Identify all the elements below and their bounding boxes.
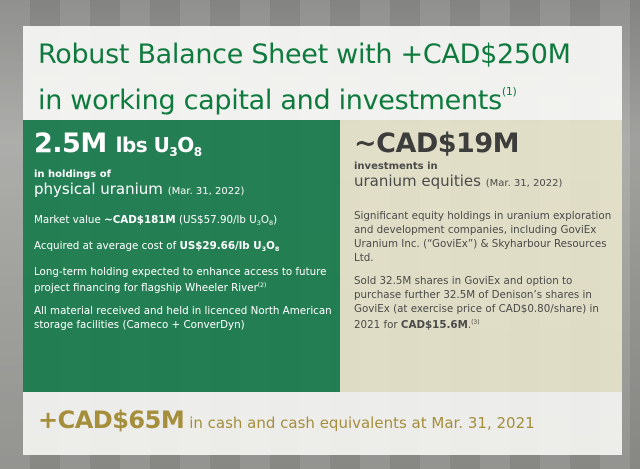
uranium-unit: lbs U3O8	[115, 133, 203, 159]
uranium-caption: in holdings of	[34, 169, 111, 180]
t: )	[273, 214, 278, 226]
footnote-ref: (1)	[501, 85, 517, 98]
subscript: 8	[274, 245, 280, 253]
sale-amount: CAD$15.6M	[400, 319, 468, 331]
title-line-1: Robust Balance Sheet with +CAD$250M	[38, 39, 571, 70]
cash-text: in cash and cash equivalents at Mar. 31,…	[189, 414, 535, 432]
uranium-heading: physical uranium (Mar. 31, 2022)	[34, 180, 340, 201]
footnote-ref: (2)	[257, 282, 267, 289]
uranium-headline: 2.5M lbs U3O8	[34, 128, 340, 168]
title-line-2-text: in working capital and investments	[38, 85, 502, 116]
acquired-cost: Acquired at average cost of US$29.66/lb …	[34, 239, 340, 256]
t: Market value	[34, 214, 105, 226]
subscript: 8	[269, 219, 274, 227]
t: O	[260, 214, 270, 226]
equities-amount: ~CAD$19M	[354, 128, 519, 159]
uranium-amount: 2.5M	[34, 128, 107, 159]
unit-text: lbs U	[115, 133, 170, 157]
goviex-sale: Sold 32.5M shares in GoviEx and option t…	[354, 274, 622, 332]
subscript: 3	[169, 145, 178, 159]
heading-text: uranium equities	[354, 172, 481, 190]
title-panel: Robust Balance Sheet with +CAD$250M in w…	[23, 26, 622, 120]
t: Sold 32.5M shares in GoviEx and option t…	[354, 275, 599, 331]
unit-text: O	[177, 133, 194, 157]
subscript: 8	[193, 145, 202, 159]
equity-holdings: Significant equity holdings in uranium e…	[354, 210, 612, 264]
t: O	[266, 240, 275, 252]
page-title: Robust Balance Sheet with +CAD$250M in w…	[38, 36, 622, 119]
t: (US$57.90/lb U	[175, 214, 257, 226]
heading-text: physical uranium	[34, 180, 163, 198]
footnote-ref: (3)	[471, 319, 480, 326]
title-line-2: in working capital and investments(1)	[38, 73, 622, 119]
heading-date: (Mar. 31, 2022)	[485, 178, 563, 189]
market-value: Market value ~CAD$181M (US$57.90/lb U3O8…	[34, 213, 340, 230]
t: .	[467, 319, 472, 331]
subscript: 3	[261, 245, 267, 253]
cash-amount: +CAD$65M	[38, 406, 185, 434]
t: Long-term holding expected to enhance ac…	[34, 266, 327, 294]
market-value-amount: ~CAD$181M	[104, 214, 176, 226]
long-term-holding: Long-term holding expected to enhance ac…	[34, 265, 340, 295]
heading-date: (Mar. 31, 2022)	[167, 186, 245, 197]
equities-heading: uranium equities (Mar. 31, 2022)	[354, 172, 622, 193]
cash-panel: +CAD$65M in cash and cash equivalents at …	[23, 392, 622, 455]
uranium-equities-panel: ~CAD$19M investments in uranium equities…	[340, 120, 622, 392]
storage-facilities: All material received and held in licenc…	[34, 305, 332, 331]
subscript: 3	[256, 219, 261, 227]
t: Acquired at average cost of	[34, 240, 180, 252]
physical-uranium-panel: 2.5M lbs U3O8 in holdings of physical ur…	[23, 120, 340, 392]
equities-caption: investments in	[354, 161, 438, 172]
cost-amount: US$29.66/lb U	[179, 240, 262, 252]
